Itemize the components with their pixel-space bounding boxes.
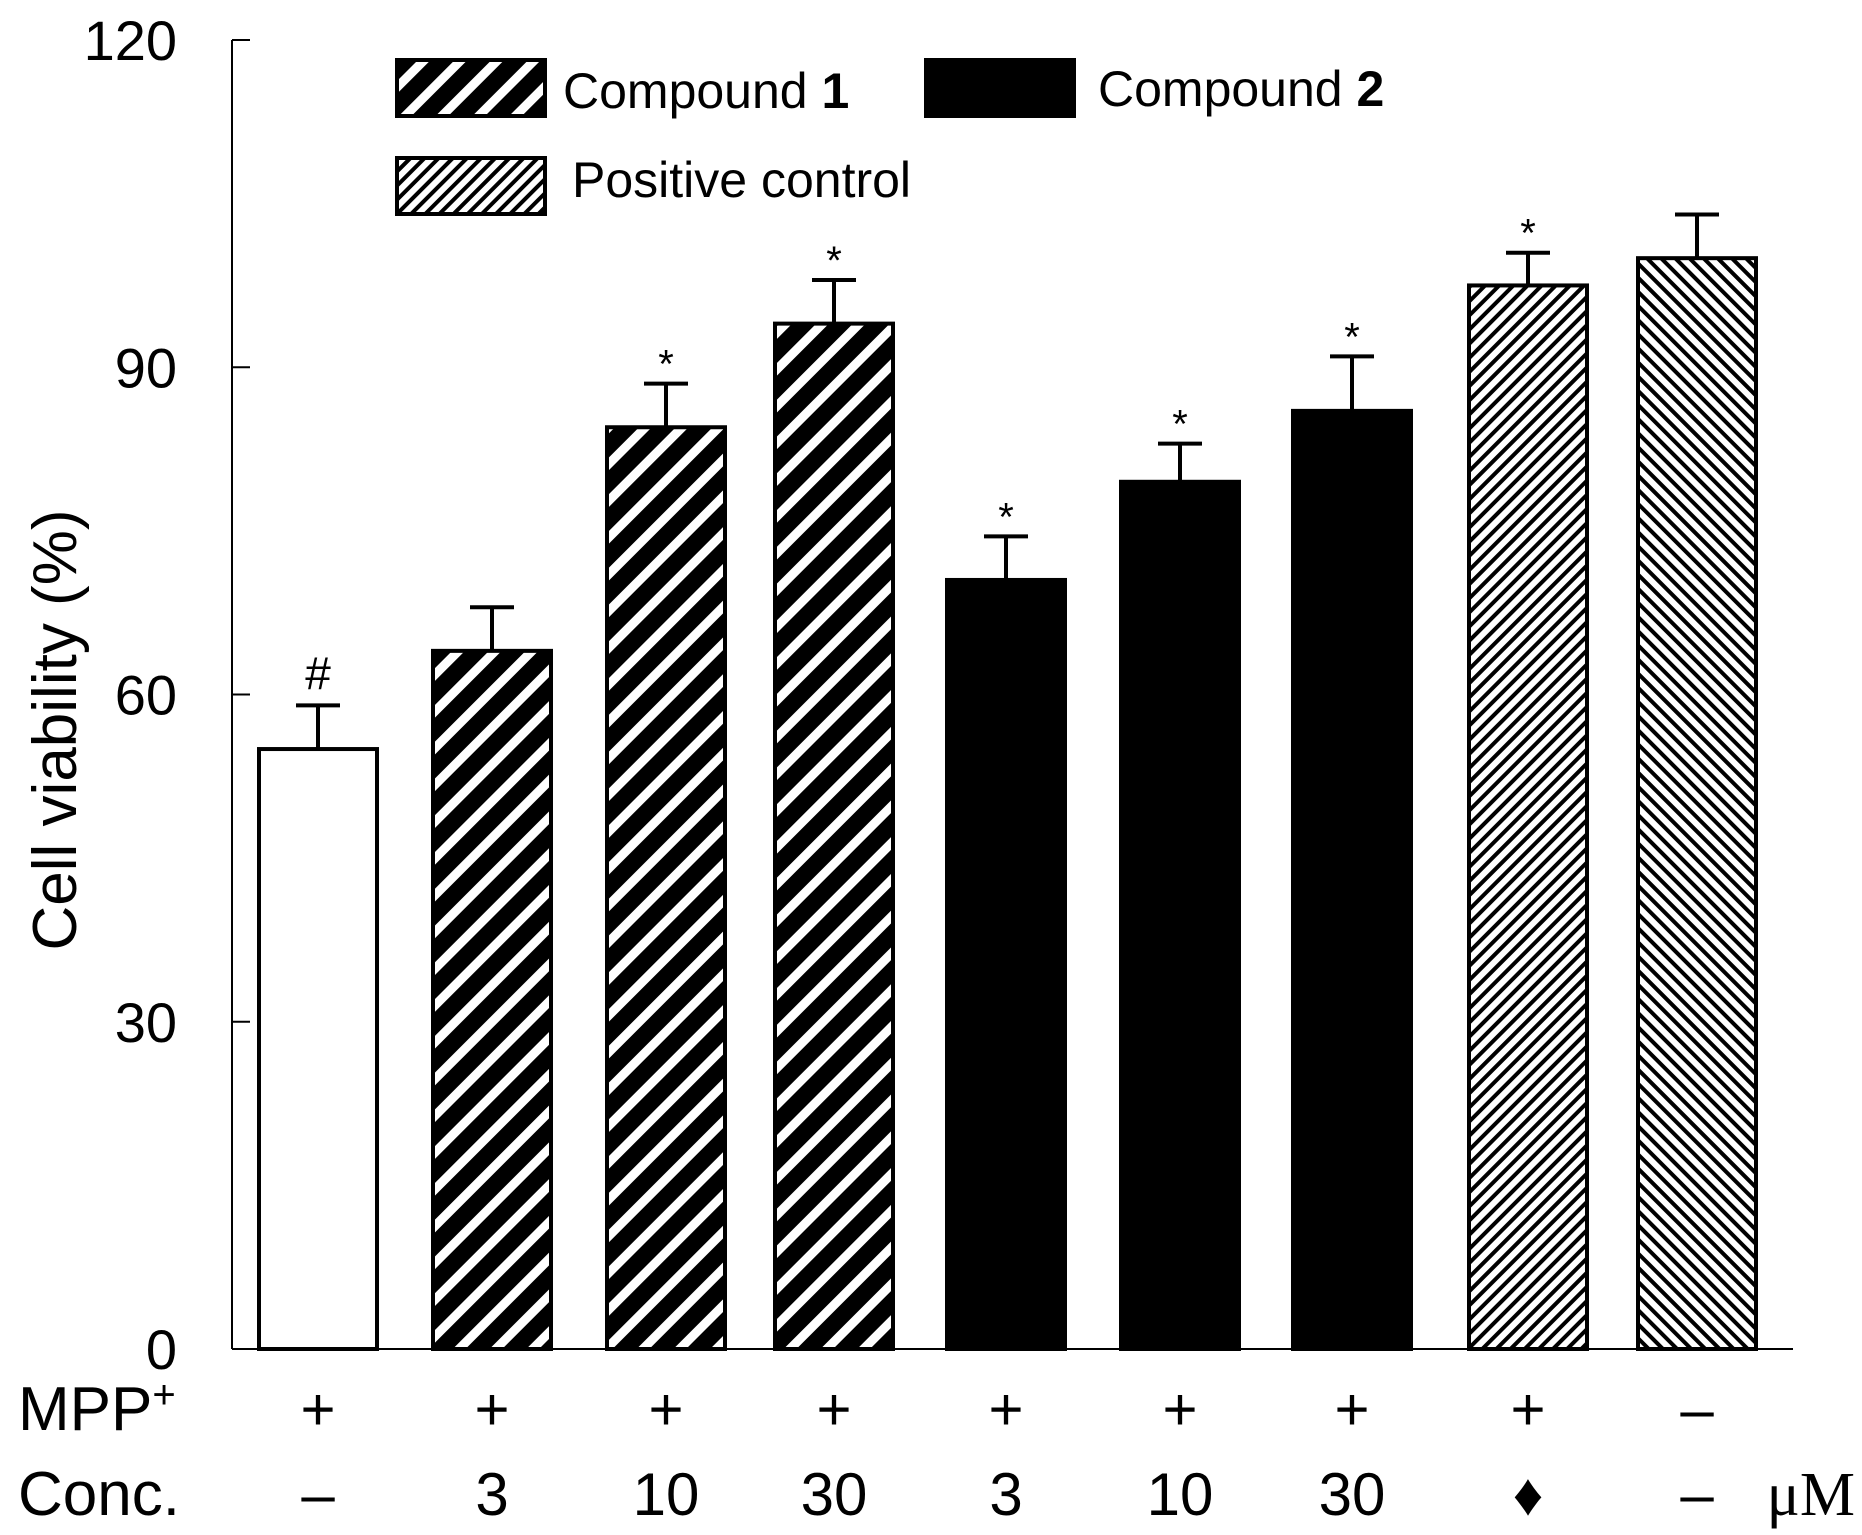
bar-4 — [945, 577, 1067, 1351]
y-tick-label-3: 90 — [115, 336, 177, 399]
bar-1 — [431, 648, 553, 1351]
conc-value-8: – — [1680, 1461, 1714, 1528]
legend-bold-1: 2 — [1357, 61, 1385, 117]
mpp-superscript: + — [152, 1373, 175, 1417]
conc-value-1: 3 — [475, 1461, 508, 1528]
legend-label-1: Compound 2 — [1098, 61, 1384, 117]
y-tick-label-1: 30 — [115, 991, 177, 1054]
bar-7 — [1467, 283, 1589, 1351]
conc-value-5: 10 — [1147, 1461, 1214, 1528]
bars: # * * * * * * — [257, 212, 1758, 1352]
y-tick-label-2: 60 — [115, 664, 177, 727]
conc-row-label: Conc. — [18, 1460, 180, 1529]
conc-value-4: 3 — [989, 1461, 1022, 1528]
mpp-value-8: – — [1680, 1376, 1714, 1443]
unit-label: μM — [1767, 1461, 1855, 1529]
legend: Compound 1 Compound 2 Positive control — [395, 58, 1384, 216]
legend-label-2: Positive control — [572, 152, 911, 208]
y-tick-label-4: 120 — [84, 9, 177, 72]
bar-2 — [605, 425, 727, 1351]
mpp-value-5: + — [1162, 1376, 1197, 1443]
conc-value-6: 30 — [1319, 1461, 1386, 1528]
significance-mark-7: * — [1520, 212, 1536, 256]
legend-bold-0: 1 — [822, 63, 850, 119]
legend-label-0: Compound 1 — [563, 63, 849, 119]
legend-swatch-0 — [395, 58, 547, 118]
y-tick-label-0: 0 — [146, 1318, 177, 1381]
legend-swatch-1 — [924, 58, 1076, 118]
bar-0 — [257, 747, 379, 1351]
significance-mark-3: * — [826, 239, 842, 283]
significance-mark-5: * — [1172, 403, 1188, 447]
mpp-value-7: + — [1510, 1376, 1545, 1443]
y-ticks: 0 30 60 90 120 — [84, 9, 250, 1381]
bar-5 — [1119, 479, 1241, 1352]
mpp-row-label: MPP+ — [18, 1373, 176, 1444]
mpp-value-6: + — [1334, 1376, 1369, 1443]
bar-8 — [1636, 256, 1758, 1352]
significance-mark-6: * — [1344, 315, 1360, 359]
row-values: + – +3 +10 +30 +3 +10 +30 + ♦ – – — [300, 1376, 1714, 1528]
significance-mark-2: * — [658, 343, 674, 387]
conc-value-2: 10 — [633, 1461, 700, 1528]
mpp-value-0: + — [300, 1376, 335, 1443]
bar-6 — [1291, 408, 1413, 1351]
conc-value-0: – — [301, 1461, 335, 1528]
y-axis-label: Cell viability (%) — [21, 510, 90, 951]
conc-value-3: 30 — [801, 1461, 868, 1528]
bar-3 — [773, 321, 895, 1351]
conc-value-7: ♦ — [1513, 1461, 1544, 1528]
mpp-value-3: + — [816, 1376, 851, 1443]
significance-mark-0: # — [305, 647, 331, 699]
significance-mark-4: * — [998, 495, 1014, 539]
legend-swatch-2 — [395, 156, 547, 216]
mpp-value-2: + — [648, 1376, 683, 1443]
mpp-value-4: + — [988, 1376, 1023, 1443]
mpp-value-1: + — [474, 1376, 509, 1443]
